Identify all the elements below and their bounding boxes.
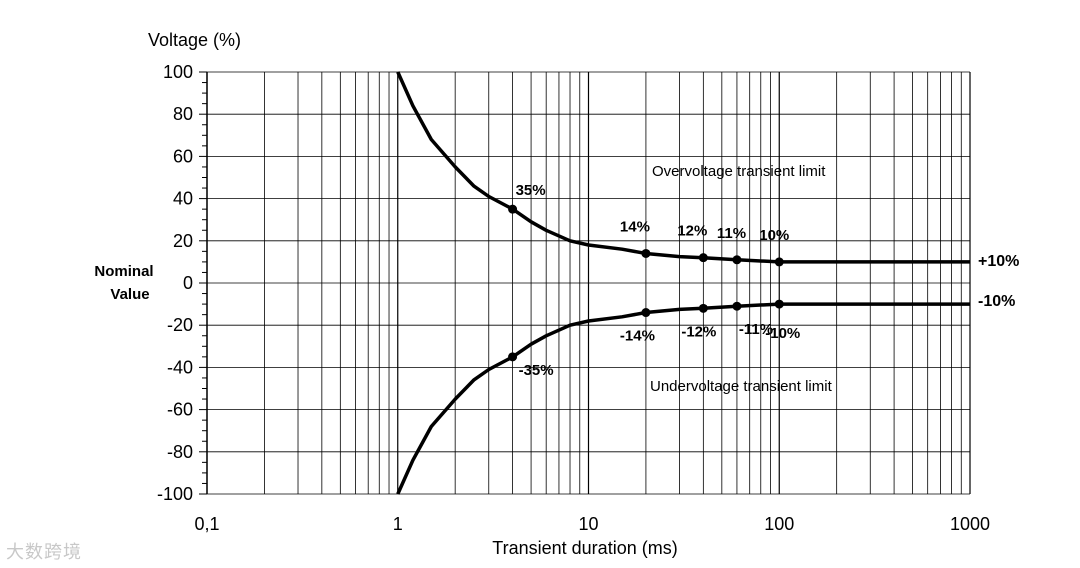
- nominal-label-line1: Nominal: [94, 263, 153, 280]
- data-point: [641, 248, 651, 258]
- tick-labels: 100 80 60 40 20 0 -20 -40 -60 -80 -1000,1 1 10 100 100…: [157, 62, 990, 534]
- y-tick-label: 20: [173, 231, 193, 251]
- data-label: 11%: [717, 225, 746, 242]
- data-label: 35%: [516, 182, 546, 199]
- undervoltage-region-label: Undervoltage transient limit: [650, 378, 833, 395]
- grid: [206, 71, 971, 495]
- data-label: -35%: [519, 362, 554, 379]
- y-tick-label: -20: [167, 315, 193, 335]
- y-axis-title: Voltage (%): [148, 30, 241, 50]
- data-point: [698, 303, 708, 313]
- data-label: -14%: [620, 328, 655, 345]
- x-tick-label: 0,1: [194, 514, 219, 534]
- y-tick-label: -40: [167, 357, 193, 377]
- axes: [199, 71, 208, 495]
- y-tick-label: 40: [173, 189, 193, 209]
- data-point: [732, 301, 742, 311]
- data-points: [508, 204, 784, 362]
- data-point: [641, 308, 651, 318]
- x-tick-label: 1: [393, 514, 403, 534]
- curves: [396, 71, 970, 495]
- y-tick-label: 60: [173, 146, 193, 166]
- data-point: [508, 204, 518, 214]
- data-point: [774, 299, 784, 309]
- x-axis-title: Transient duration (ms): [492, 538, 677, 558]
- undervoltage-end-label: -10%: [978, 293, 1015, 310]
- y-tick-label: -80: [167, 442, 193, 462]
- overvoltage-region-label: Overvoltage transient limit: [652, 163, 826, 180]
- watermark-text: 大数跨境: [6, 542, 82, 563]
- data-point: [698, 253, 708, 263]
- nominal-label-line2: Value: [110, 286, 149, 303]
- data-point: [732, 255, 742, 265]
- overvoltage-curve: [396, 71, 970, 264]
- x-tick-label: 100: [764, 514, 794, 534]
- x-tick-label: 10: [578, 514, 598, 534]
- data-label: 12%: [677, 223, 707, 240]
- undervoltage-curve: [396, 302, 970, 495]
- data-point: [508, 352, 518, 362]
- overvoltage-end-label: +10%: [978, 253, 1019, 270]
- data-point: [774, 257, 784, 267]
- data-labels: 35% 14% 12% 11% 10% -35% -14% -12% -11%-10%: [516, 182, 801, 379]
- data-label: -12%: [681, 323, 716, 340]
- data-label: -10%: [765, 325, 800, 342]
- data-label: -11%: [739, 321, 773, 338]
- y-tick-label: 0: [183, 273, 193, 293]
- data-label: 14%: [620, 218, 650, 235]
- y-tick-label: -100: [157, 484, 193, 504]
- data-label: 10%: [759, 227, 789, 244]
- y-tick-label: 80: [173, 104, 193, 124]
- y-tick-label: 100: [163, 62, 193, 82]
- y-tick-label: -60: [167, 400, 193, 420]
- x-tick-label: 1000: [950, 514, 990, 534]
